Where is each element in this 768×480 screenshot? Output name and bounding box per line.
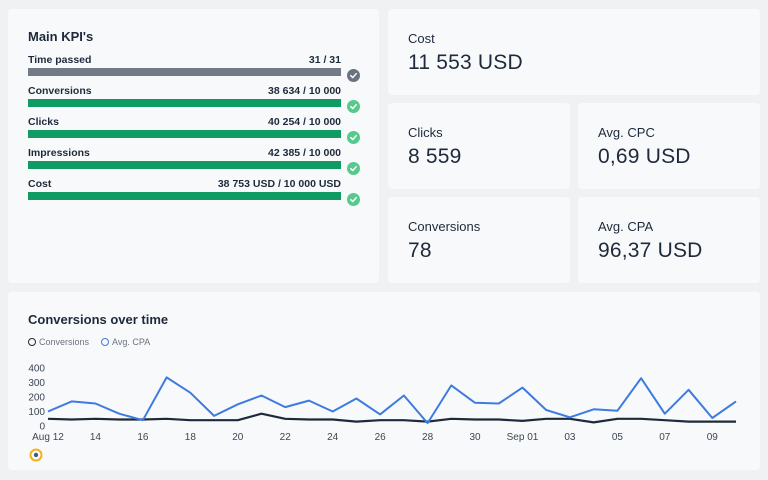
x-tick-label: 30 xyxy=(469,432,481,443)
series-line-conversions xyxy=(47,412,736,424)
kpi-progress-bar xyxy=(28,99,341,107)
y-tick-label: 100 xyxy=(28,407,45,418)
check-icon xyxy=(347,193,360,206)
kpi-row-header: Time passed 31 / 31 xyxy=(28,54,341,66)
metric-value: 96,37 USD xyxy=(598,239,703,262)
metric-card-avg-cpc: Avg. CPC 0,69 USD xyxy=(578,103,760,189)
metric-label: Clicks xyxy=(408,125,443,140)
metric-label: Avg. CPA xyxy=(598,219,654,234)
kpi-row: Time passed 31 / 31 xyxy=(28,54,360,82)
metric-label: Cost xyxy=(408,31,435,46)
x-tick-label: 14 xyxy=(90,432,102,443)
kpi-progress-fill xyxy=(28,68,341,76)
kpi-value: 31 / 31 xyxy=(308,54,341,66)
kpi-progress-fill xyxy=(28,161,341,169)
kpi-row-header: Impressions 42 385 / 10 000 xyxy=(28,147,341,159)
kpi-row-header: Cost 38 753 USD / 10 000 USD xyxy=(28,178,341,190)
kpi-panel-title: Main KPI's xyxy=(28,29,94,44)
metric-value: 0,69 USD xyxy=(598,145,691,168)
metric-card-conversions: Conversions 78 xyxy=(388,197,570,283)
kpi-row-header: Conversions 38 634 / 10 000 xyxy=(28,85,341,97)
kpi-value: 40 254 / 10 000 xyxy=(268,116,341,128)
metric-value: 78 xyxy=(408,239,432,262)
x-tick-label: 03 xyxy=(564,432,576,443)
kpi-row: Clicks 40 254 / 10 000 xyxy=(28,116,360,144)
x-tick-label: 16 xyxy=(137,432,149,443)
metric-value: 11 553 USD xyxy=(408,51,523,74)
kpi-label: Time passed xyxy=(28,54,92,66)
legend-item-avg-cpa[interactable]: Avg. CPA xyxy=(101,337,150,347)
kpi-progress-bar xyxy=(28,192,341,200)
check-icon xyxy=(347,131,360,144)
legend-item-conversions[interactable]: Conversions xyxy=(28,337,89,347)
kpi-list: Time passed 31 / 31 Conversions 38 634 / 10… xyxy=(28,54,360,206)
kpi-value: 42 385 / 10 000 xyxy=(268,147,341,159)
chart-title: Conversions over time xyxy=(28,312,169,327)
kpi-progress-bar xyxy=(28,130,341,138)
kpi-panel: Main KPI's Time passed 31 / 31 Conversions… xyxy=(8,9,379,283)
kpi-label: Cost xyxy=(28,178,52,190)
legend-label: Conversions xyxy=(39,337,90,347)
kpi-progress-bar xyxy=(28,68,341,76)
legend-dot-icon xyxy=(101,338,110,346)
kpi-row-header: Clicks 40 254 / 10 000 xyxy=(28,116,341,128)
chart-legend: Conversions Avg. CPA xyxy=(28,337,740,347)
kpi-row: Cost 38 753 USD / 10 000 USD xyxy=(28,178,360,206)
x-tick-label: 05 xyxy=(612,432,624,443)
y-tick-label: 400 xyxy=(28,364,45,375)
chart-panel: Conversions over time Conversions Avg. C… xyxy=(8,292,760,470)
check-icon xyxy=(347,162,360,175)
kpi-progress-fill xyxy=(28,192,341,200)
kpi-progress-bar xyxy=(28,161,341,169)
y-tick-label: 0 xyxy=(39,422,45,433)
check-icon xyxy=(347,69,360,82)
metric-label: Conversions xyxy=(408,219,481,234)
kpi-progress-fill xyxy=(28,99,341,107)
kpi-value: 38 753 USD / 10 000 USD xyxy=(217,178,341,190)
x-tick-label: Aug 12 xyxy=(32,432,64,443)
kpi-value: 38 634 / 10 000 xyxy=(268,85,341,97)
kpi-row: Impressions 42 385 / 10 000 xyxy=(28,147,360,175)
metric-card-avg-cpa: Avg. CPA 96,37 USD xyxy=(578,197,760,283)
kpi-label: Clicks xyxy=(28,116,59,128)
series-line-avg-cpa xyxy=(47,376,737,425)
x-tick-label: 18 xyxy=(185,432,197,443)
metric-value: 8 559 xyxy=(408,145,462,168)
x-tick-label: Sep 01 xyxy=(507,432,539,443)
y-tick-label: 300 xyxy=(28,378,45,389)
x-tick-label: 28 xyxy=(422,432,434,443)
metric-card-cost: Cost 11 553 USD xyxy=(388,9,760,95)
kpi-row: Conversions 38 634 / 10 000 xyxy=(28,85,360,113)
x-tick-label: 24 xyxy=(327,432,339,443)
x-tick-label: 22 xyxy=(280,432,292,443)
x-tick-label: 26 xyxy=(375,432,387,443)
kpi-progress-fill xyxy=(28,130,341,138)
metric-card-clicks: Clicks 8 559 xyxy=(388,103,570,189)
kpi-label: Conversions xyxy=(28,85,92,97)
metric-label: Avg. CPC xyxy=(598,125,655,140)
x-tick-label: 07 xyxy=(659,432,671,443)
check-icon xyxy=(347,100,360,113)
legend-dot-icon xyxy=(28,338,36,346)
y-tick-label: 200 xyxy=(28,393,45,404)
x-tick-label: 09 xyxy=(707,432,719,443)
x-tick-label: 20 xyxy=(232,432,244,443)
legend-label: Avg. CPA xyxy=(112,337,151,347)
kpi-label: Impressions xyxy=(28,147,90,159)
range-handle-dot xyxy=(33,452,39,458)
